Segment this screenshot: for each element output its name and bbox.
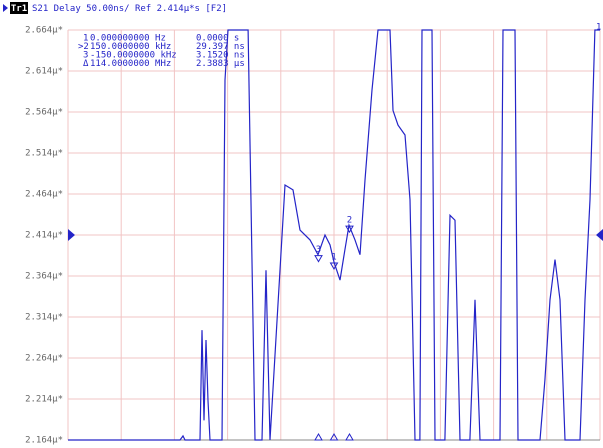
channel-label: 1: [596, 23, 601, 33]
marker-table-cell: 3: [83, 51, 88, 61]
y-tick-label: 2.264µ*: [25, 354, 63, 364]
bottom-marker: [345, 433, 354, 441]
marker-table-cell: 114.0000000 MHz: [90, 59, 171, 69]
marker-label: 2: [347, 216, 352, 226]
active-arrow: [3, 4, 8, 12]
y-tick-label: 2.464µ*: [25, 190, 63, 200]
bottom-marker: [329, 433, 339, 441]
y-tick-label: 2.364µ*: [25, 272, 63, 282]
marker-table-cell: -150.0000000 kHz: [90, 51, 177, 61]
marker-table-cell: 29.397 ns: [196, 42, 245, 52]
y-tick-label: 2.664µ*: [25, 26, 63, 36]
marker-table-cell: 150.0000000 kHz: [90, 42, 171, 52]
y-tick-label: 2.414µ*: [25, 231, 63, 241]
marker-triangle: [314, 255, 323, 263]
y-tick-label: 2.564µ*: [25, 108, 63, 118]
ref-marker-right: [596, 229, 603, 241]
marker-triangle: [345, 225, 354, 234]
marker-triangle: [329, 262, 339, 271]
marker-table-cell: Δ: [83, 59, 89, 69]
marker-table-cell: 2.3883 µs: [196, 59, 245, 69]
marker-label: 1: [331, 253, 336, 263]
y-tick-label: 2.614µ*: [25, 67, 63, 77]
marker-table-cell: 3.1520 ns: [196, 51, 245, 61]
y-tick-label: 2.514µ*: [25, 149, 63, 159]
marker-table-cell: >2: [78, 42, 89, 52]
y-tick-label: 2.164µ*: [25, 436, 63, 446]
chart-title: S21 Delay 50.00ns/ Ref 2.414µ*s [F2]: [32, 4, 227, 14]
y-tick-label: 2.314µ*: [25, 313, 63, 323]
trace-box: [10, 2, 28, 14]
trace-id: Tr1: [11, 4, 27, 14]
marker-table-cell: 0.0000 s: [196, 34, 239, 44]
ref-marker-left: [68, 229, 75, 241]
bottom-marker: [314, 433, 323, 441]
marker-table-cell: 0.000000000 Hz: [90, 34, 166, 44]
marker-table-cell: 1: [83, 34, 88, 44]
marker-label: 3: [316, 245, 321, 255]
y-tick-label: 2.214µ*: [25, 395, 63, 405]
trace-line: [68, 29, 600, 441]
